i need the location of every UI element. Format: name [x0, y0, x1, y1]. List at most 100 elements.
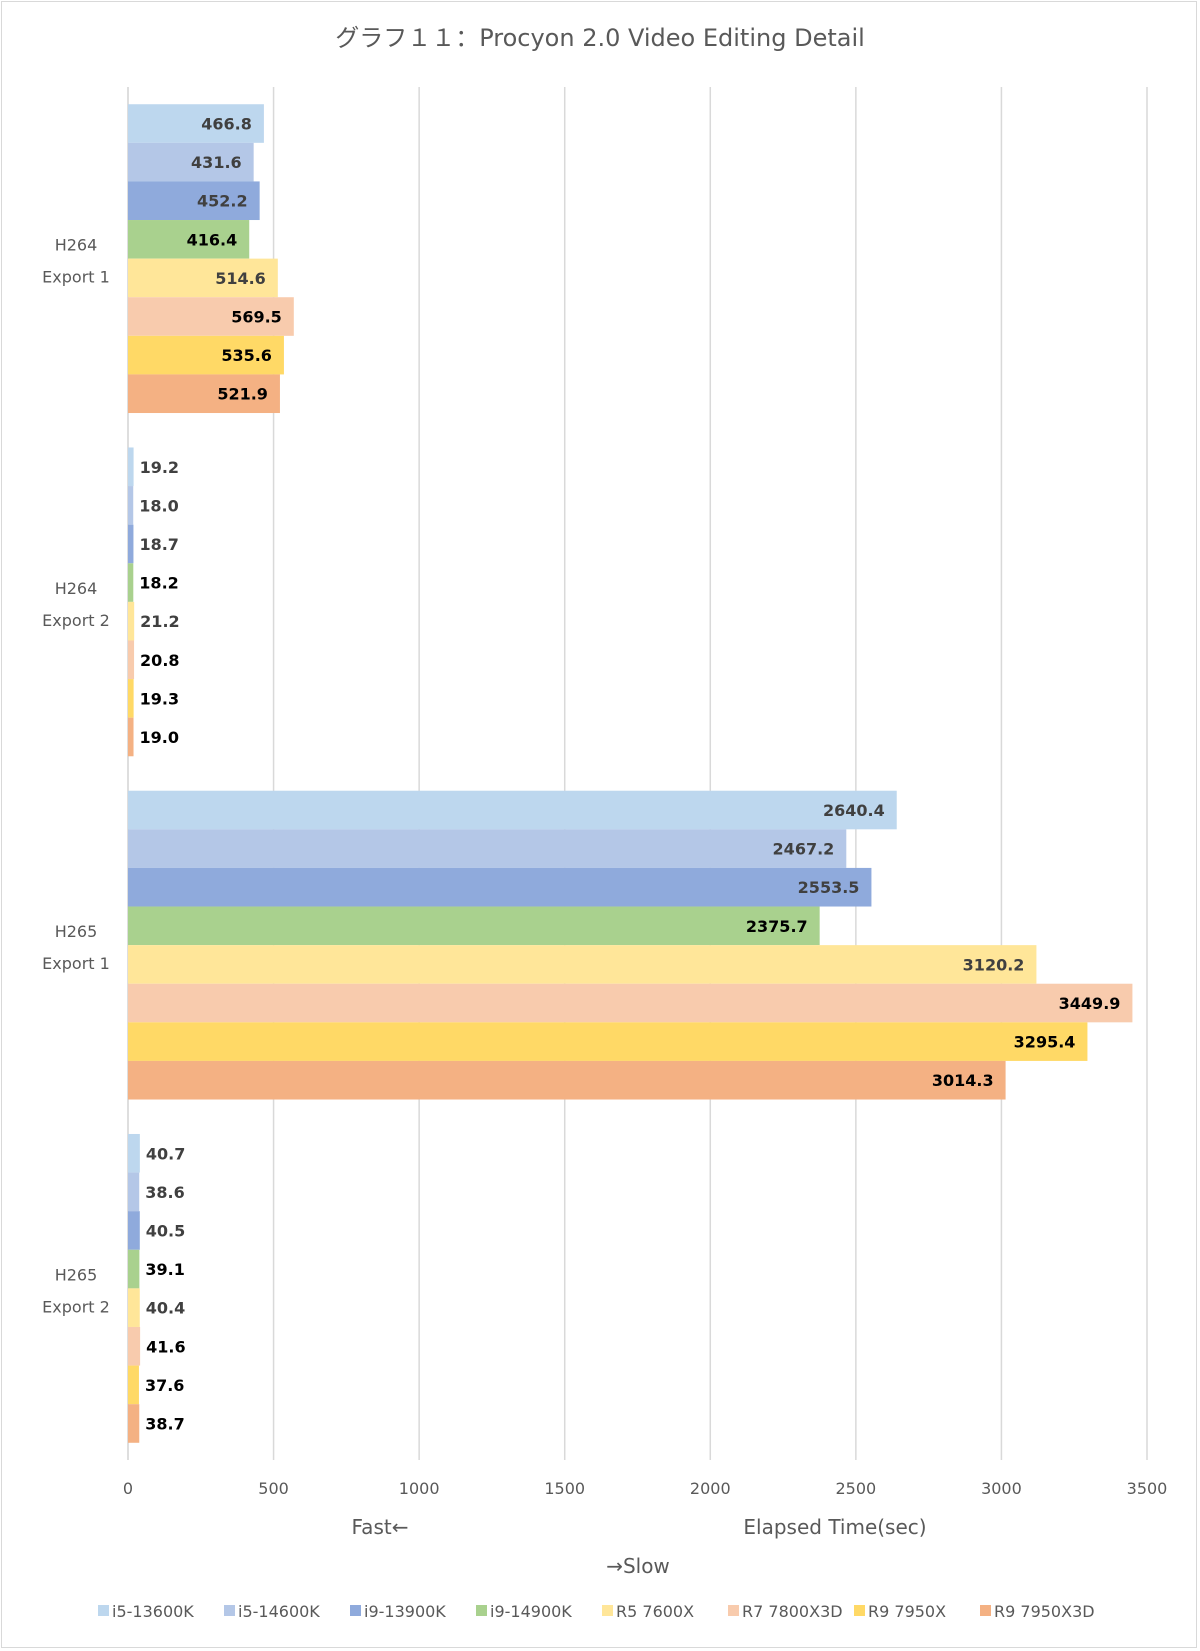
data-label: 37.6	[145, 1376, 184, 1395]
data-label: 569.5	[231, 308, 282, 327]
category-label: H264	[55, 579, 98, 598]
bar	[128, 1211, 140, 1250]
axis-label-fast: Fast←	[352, 1515, 409, 1539]
data-label: 40.4	[146, 1299, 185, 1318]
bar	[128, 447, 134, 487]
data-label: 2640.4	[823, 801, 885, 820]
bar	[128, 867, 872, 907]
legend-entry: i9-14900K	[490, 1602, 572, 1621]
legend-swatch	[350, 1605, 361, 1616]
x-tick-label: 1500	[544, 1479, 585, 1498]
bar	[128, 1172, 140, 1212]
legend-entry: i9-13900K	[364, 1602, 446, 1621]
axis-label-elapsed-time: Elapsed Time(sec)	[743, 1515, 926, 1539]
legend-swatch	[98, 1605, 109, 1616]
data-label: 431.6	[191, 153, 242, 172]
legend-swatch	[224, 1605, 235, 1616]
legend-entry: R9 7950X3D	[994, 1602, 1095, 1621]
legend-entry: i5-14600K	[238, 1602, 320, 1621]
data-label: 40.5	[146, 1221, 185, 1240]
data-label: 3295.4	[1014, 1033, 1076, 1052]
bar	[128, 945, 1037, 984]
gridlines	[127, 87, 1148, 1460]
legend-entry: R5 7600X	[616, 1602, 694, 1621]
data-label: 21.2	[140, 612, 179, 631]
data-label: 18.7	[139, 535, 178, 554]
category-label: H265	[55, 922, 98, 941]
bar	[128, 220, 250, 259]
axis-label-slow: →Slow	[606, 1554, 670, 1578]
data-label: 19.0	[140, 728, 179, 747]
x-tick-label: 0	[123, 1479, 133, 1498]
data-label: 3120.2	[963, 955, 1025, 974]
x-tick-label: 500	[258, 1479, 289, 1498]
data-label: 3014.3	[932, 1071, 994, 1090]
data-label: 18.0	[139, 496, 178, 515]
data-label: 40.7	[146, 1144, 185, 1163]
data-label: 38.7	[145, 1414, 184, 1433]
data-label: 416.4	[187, 230, 238, 249]
category-label: Export 2	[42, 1297, 110, 1316]
bar	[128, 104, 264, 143]
category-label: Export 1	[42, 954, 110, 973]
data-label: 20.8	[140, 651, 179, 670]
legend: i5-13600K i5-14600K i9-13900K i9-14900K R5 7…	[98, 1602, 1095, 1621]
x-tick-label: 3000	[981, 1479, 1022, 1498]
x-tick-label: 2000	[690, 1479, 731, 1498]
data-label: 18.2	[139, 574, 178, 593]
bar	[128, 640, 135, 680]
bar	[128, 601, 135, 641]
legend-swatch	[854, 1605, 865, 1616]
bar	[128, 1133, 140, 1173]
data-label: 19.2	[140, 458, 179, 477]
bar	[128, 790, 897, 830]
bar	[128, 906, 820, 946]
category-label: Export 1	[42, 268, 110, 287]
legend-entry: R9 7950X	[868, 1602, 946, 1621]
bar	[128, 1404, 140, 1443]
x-tick-label: 1000	[399, 1479, 440, 1498]
bar	[128, 486, 134, 525]
bar	[128, 983, 1133, 1023]
data-label: 38.6	[145, 1183, 184, 1202]
data-label: 535.6	[221, 346, 272, 365]
bar	[128, 335, 284, 375]
data-label: 2467.2	[773, 840, 835, 859]
bars	[128, 104, 1133, 1443]
bar	[128, 181, 260, 221]
chart-title: グラフ１１：Procyon 2.0 Video Editing Detail	[335, 24, 865, 52]
category-label: H264	[55, 236, 98, 255]
legend-entry: R7 7800X3D	[742, 1602, 843, 1621]
data-label: 39.1	[145, 1260, 184, 1279]
bar	[128, 1326, 141, 1366]
bar	[128, 1022, 1088, 1061]
bar	[128, 1060, 1006, 1100]
bar	[128, 374, 280, 414]
data-label: 2553.5	[798, 878, 860, 897]
data-label: 41.6	[146, 1337, 185, 1356]
bar	[128, 524, 134, 564]
bar	[128, 829, 847, 868]
bar	[128, 297, 294, 336]
category-label: H265	[55, 1265, 98, 1284]
legend-swatch	[602, 1605, 613, 1616]
legend-entry: i5-13600K	[112, 1602, 194, 1621]
data-label: 452.2	[197, 192, 248, 211]
legend-swatch	[476, 1605, 487, 1616]
legend-swatch	[728, 1605, 739, 1616]
x-tick-label: 3500	[1127, 1479, 1168, 1498]
data-label: 514.6	[215, 269, 266, 288]
bar	[128, 1365, 139, 1405]
data-label: 19.3	[140, 689, 179, 708]
category-labels: H264 Export 1 H264 Export 2 H265 Export 1 H265…	[42, 236, 110, 1317]
data-labels: 466.8 431.6 452.2 416.4 514.6 569.5 535.6 521.9…	[139, 115, 1120, 1434]
bar	[128, 1249, 140, 1289]
bar	[128, 1288, 140, 1327]
bar	[128, 717, 134, 757]
x-tick-labels: 0 500 1000 1500 2000 2500 3000 3500	[123, 1479, 1167, 1498]
data-label: 2375.7	[746, 917, 808, 936]
data-label: 521.9	[217, 385, 268, 404]
data-label: 3449.9	[1059, 994, 1121, 1013]
bar	[128, 258, 278, 298]
